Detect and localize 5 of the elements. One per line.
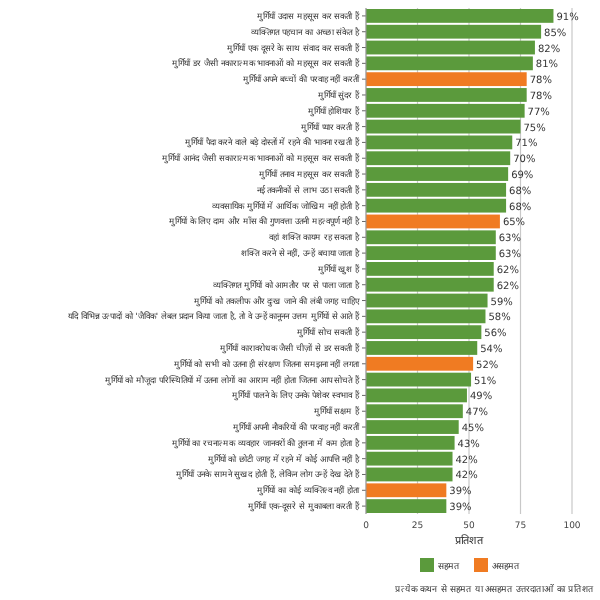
bar (366, 356, 474, 371)
bar (366, 499, 447, 513)
bar (366, 72, 527, 87)
bar (366, 483, 447, 498)
bar (366, 214, 500, 229)
